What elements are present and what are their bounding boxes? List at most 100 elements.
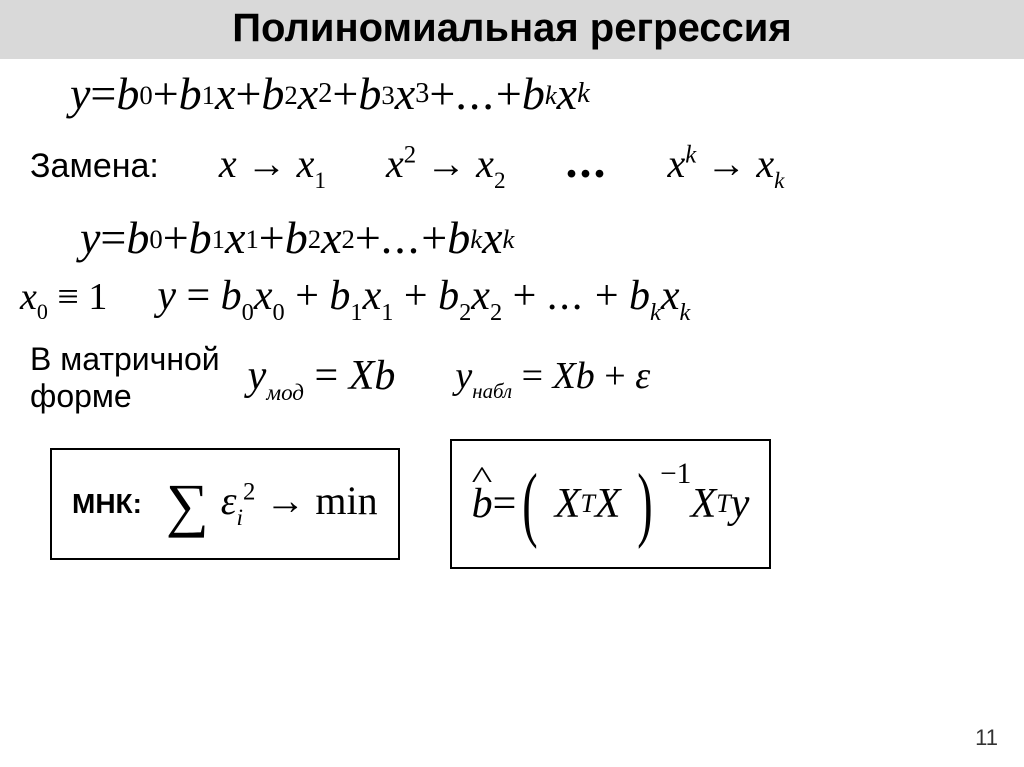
x0-identity: x0 ≡ 1 (20, 275, 107, 324)
coef-b0: b (116, 67, 139, 120)
slide-content: y = b0 + b1x + b2x2 + b3x3 + ... + bkxk … (0, 67, 1024, 569)
slide-title: Полиномиальная регрессия (0, 0, 1024, 59)
var-xk: x (756, 141, 774, 186)
bottom-equations: МНК: ∑ εi2 → min b = ( XT X ) −1 XT (50, 439, 1004, 569)
lparen-icon: ( (523, 475, 538, 534)
op-plus: + (295, 273, 329, 319)
var-y: y (70, 67, 90, 120)
matrix-X: X (349, 353, 375, 399)
sub-2: x2 → x2 (386, 140, 506, 193)
op-plus: + (404, 273, 438, 319)
coef: b (189, 211, 212, 264)
var: x (321, 211, 341, 264)
var-y: y (80, 211, 100, 264)
y-model-equation: yмод = Xb (248, 352, 396, 404)
rparen-icon: ) (637, 475, 652, 534)
sub: k (774, 168, 784, 194)
sub-obs: набл (472, 379, 512, 403)
sub-1: x → x1 (219, 140, 326, 193)
var-x2: x (476, 141, 494, 186)
var-x: x (557, 67, 577, 120)
exp: k (685, 142, 696, 169)
arrow-icon: → (247, 141, 297, 186)
exp-3: 3 (415, 78, 429, 110)
sub: 0 (37, 299, 48, 324)
exp-neg1: −1 (660, 458, 691, 491)
op-plus: + (513, 273, 547, 319)
op-plus: + (355, 211, 381, 264)
arrow-icon: → (265, 478, 315, 523)
op-eq: = (315, 353, 349, 399)
sub: 2 (308, 224, 321, 255)
coef-bk: b (522, 67, 545, 120)
op-plus: + (163, 211, 189, 264)
const-1: 1 (88, 276, 107, 318)
sub: 1 (212, 224, 225, 255)
coef: b (438, 273, 459, 319)
sub: 0 (273, 299, 285, 326)
var-y: y (731, 480, 750, 528)
var-y: y (455, 355, 472, 397)
var: x (363, 273, 382, 319)
exp-2: 2 (243, 479, 255, 506)
arrow-icon: → (426, 141, 476, 186)
var: x (254, 273, 273, 319)
sub-mod: мод (266, 379, 304, 405)
op-plus: + (153, 67, 179, 120)
op-eq: = (90, 67, 116, 120)
op-plus: + (496, 67, 522, 120)
var-x: x (395, 67, 415, 120)
coef-b1: b (179, 67, 202, 120)
var-b: b (472, 481, 493, 527)
op-eq: = (186, 273, 220, 319)
sub: 2 (342, 224, 355, 255)
sub-2: 2 (284, 80, 297, 111)
sub-k: xk → xk (668, 140, 785, 193)
matrix-X: X (553, 355, 576, 397)
var-x: x (215, 67, 235, 120)
sub: 0 (149, 224, 162, 255)
op-plus: + (429, 67, 455, 120)
coef: b (285, 211, 308, 264)
var-y: y (157, 273, 176, 319)
coef-b3: b (358, 67, 381, 120)
op-ident: ≡ (57, 276, 88, 318)
sub: k (470, 224, 482, 255)
ols-criterion: ∑ εi2 → min (166, 477, 378, 530)
sub: 0 (242, 299, 254, 326)
exp-2: 2 (318, 78, 332, 110)
matrix-form-label: В матричной форме (30, 341, 220, 415)
ols-label: МНК: (72, 488, 142, 520)
matrix-X: X (595, 480, 621, 528)
epsilon: ε (635, 355, 650, 397)
label-line2: форме (30, 378, 220, 415)
epsilon: ε (221, 478, 237, 523)
matrix-X: X (555, 480, 581, 528)
vector-b: b (576, 355, 595, 397)
coef: b (329, 273, 350, 319)
coef: b (447, 211, 470, 264)
ellipsis: ... (566, 134, 608, 189)
vector-b: b (374, 353, 395, 399)
sub: 1 (381, 299, 393, 326)
sub: k (650, 299, 661, 326)
var-x: x (386, 141, 404, 186)
label-line1: В матричной (30, 341, 220, 378)
op-plus: + (421, 211, 447, 264)
ellipsis: ... (455, 67, 496, 120)
sub-i: i (237, 505, 243, 531)
sub: k (679, 299, 690, 326)
rparen-with-exp: ) −1 (631, 475, 659, 534)
arrow-icon: → (706, 141, 756, 186)
min-text: min (315, 478, 377, 523)
sub-0: 0 (139, 80, 152, 111)
ols-box: МНК: ∑ εi2 → min (50, 448, 400, 560)
op-eq: = (100, 211, 126, 264)
op-plus: + (235, 67, 261, 120)
op-eq: = (493, 480, 517, 528)
op-plus: + (604, 355, 635, 397)
op-eq: = (522, 355, 553, 397)
op-plus: + (259, 211, 285, 264)
coef-b2: b (261, 67, 284, 120)
sub: 1 (314, 168, 326, 194)
